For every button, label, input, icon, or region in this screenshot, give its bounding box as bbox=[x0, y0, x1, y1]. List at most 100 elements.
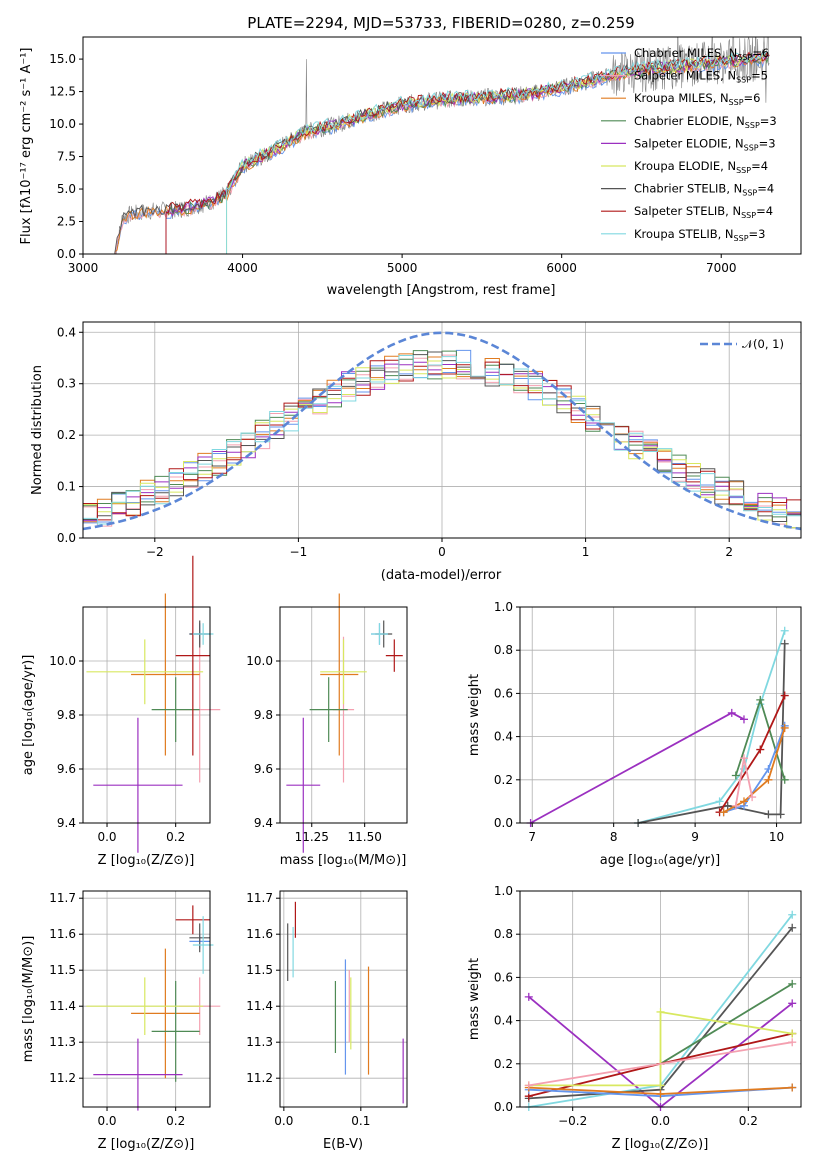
weight-marker bbox=[719, 808, 728, 817]
axes-frame bbox=[82, 321, 802, 539]
axes-frame bbox=[82, 36, 802, 255]
legend-label: Salpeter MILES, NSSP=5 bbox=[634, 69, 768, 85]
weight-marker bbox=[656, 1081, 665, 1090]
y-tick-label: 9.4 bbox=[57, 816, 76, 830]
y-tick-label: 11.3 bbox=[49, 1035, 76, 1049]
y-tick-label: 11.5 bbox=[49, 963, 76, 977]
x-tick-label: 1 bbox=[582, 545, 590, 559]
weight-marker bbox=[776, 810, 785, 819]
y-axis-label: age [log₁₀(age/yr)] bbox=[21, 655, 36, 776]
y-tick-label: 11.3 bbox=[246, 1035, 273, 1049]
weight-marker bbox=[788, 910, 797, 919]
legend-label: Kroupa STELIB, NSSP=3 bbox=[634, 227, 765, 243]
y-tick-label: 9.8 bbox=[254, 708, 273, 722]
y-tick-label: 11.2 bbox=[49, 1071, 76, 1085]
age-vs-mass-axes bbox=[276, 607, 407, 827]
y-tick-label: 0.6 bbox=[494, 686, 513, 700]
x-axis-label: wavelength [Angstrom, rest frame] bbox=[327, 283, 556, 298]
x-tick-label: 0 bbox=[438, 545, 446, 559]
weight-line bbox=[660, 983, 793, 1065]
y-tick-label: 0.2 bbox=[57, 428, 76, 442]
y-tick-label: 10.0 bbox=[49, 117, 76, 131]
y-tick-label: 1.0 bbox=[494, 884, 513, 898]
x-tick-label: 0.0 bbox=[274, 1114, 293, 1128]
y-tick-label: 10.0 bbox=[246, 654, 273, 668]
model-spectrum-5 bbox=[226, 54, 768, 254]
legend-label: Chabrier STELIB, NSSP=4 bbox=[634, 182, 774, 198]
weight-marker bbox=[524, 992, 533, 1001]
spectrum-axes bbox=[79, 58, 722, 258]
y-tick-label: 15.0 bbox=[49, 52, 76, 66]
residual-histogram-8 bbox=[83, 355, 801, 525]
y-axis-label: Normed distribution bbox=[30, 365, 45, 495]
x-tick-label: 10 bbox=[769, 830, 784, 844]
x-axis-label: Z [log₁₀(Z/Z⊙)] bbox=[612, 1137, 709, 1152]
weight-marker bbox=[780, 639, 789, 648]
x-tick-label: 11.25 bbox=[295, 830, 329, 844]
weight-marker bbox=[731, 771, 740, 780]
legend-label-main: Kroupa STELIB, N bbox=[634, 227, 734, 241]
weight-marker bbox=[780, 626, 789, 635]
x-axis-label: (data-model)/error bbox=[381, 568, 502, 583]
legend-label-tail: =5 bbox=[751, 69, 768, 83]
legend-label-tail: =4 bbox=[756, 204, 773, 218]
weight-line bbox=[637, 643, 786, 824]
y-tick-label: 5.0 bbox=[57, 182, 76, 196]
x-tick-label: 7000 bbox=[706, 261, 737, 275]
y-tick-label: 11.2 bbox=[246, 1071, 273, 1085]
weight-marker bbox=[788, 1029, 797, 1038]
mass-vs-ebv-axes bbox=[276, 891, 407, 1111]
y-tick-label: 0.4 bbox=[494, 730, 513, 744]
weight-marker bbox=[788, 999, 797, 1008]
weight-marker bbox=[780, 723, 789, 732]
weight-vs-age-axes bbox=[516, 606, 801, 827]
weight-marker bbox=[715, 797, 724, 806]
y-tick-label: 1.0 bbox=[494, 600, 513, 614]
weight-marker bbox=[727, 708, 736, 717]
legend-label-tail: =4 bbox=[751, 159, 768, 173]
y-axis-label: mass weight bbox=[467, 674, 482, 756]
legend-label: Salpeter STELIB, NSSP=4 bbox=[634, 204, 773, 220]
model-spectrum-7 bbox=[165, 51, 770, 254]
weight-marker bbox=[764, 775, 773, 784]
y-tick-label: 0.4 bbox=[57, 325, 76, 339]
legend-label-main: Salpeter ELODIE, N bbox=[634, 136, 744, 150]
axes-frame bbox=[82, 606, 211, 824]
y-tick-label: 0.0 bbox=[494, 816, 513, 830]
weight-line bbox=[723, 727, 786, 813]
axes-frame bbox=[519, 890, 802, 1108]
y-tick-label: 0.2 bbox=[494, 1057, 513, 1071]
legend-label-tail: =4 bbox=[757, 182, 774, 196]
model-spectrum-8 bbox=[226, 50, 768, 254]
y-tick-label: 0.2 bbox=[494, 773, 513, 787]
legend-label-tail: =6 bbox=[744, 91, 761, 105]
legend-label-tail: =3 bbox=[749, 227, 766, 241]
weight-marker bbox=[656, 1090, 665, 1099]
x-tick-label: 0.2 bbox=[166, 830, 185, 844]
residual-histogram-7 bbox=[83, 359, 801, 521]
x-tick-label: 5000 bbox=[387, 261, 418, 275]
legend-label: Salpeter ELODIE, NSSP=3 bbox=[634, 136, 776, 152]
y-tick-label: 0.0 bbox=[57, 247, 76, 261]
y-tick-label: 0.6 bbox=[494, 970, 513, 984]
y-tick-label: 9.6 bbox=[57, 762, 76, 776]
x-tick-label: −2 bbox=[146, 545, 164, 559]
x-tick-label: 0.2 bbox=[166, 1114, 185, 1128]
x-tick-label: 0.2 bbox=[739, 1114, 758, 1128]
legend-label-tail: =6 bbox=[752, 46, 769, 60]
legend-label-main: Chabrier STELIB, N bbox=[634, 182, 742, 196]
x-axis-label: Z [log₁₀(Z/Z⊙)] bbox=[98, 1137, 195, 1152]
y-tick-label: 0.1 bbox=[57, 480, 76, 494]
legend-label-main: Salpeter STELIB, N bbox=[634, 204, 741, 218]
weight-marker bbox=[780, 691, 789, 700]
y-tick-label: 12.5 bbox=[49, 85, 76, 99]
legend-label-main: Salpeter MILES, N bbox=[634, 69, 736, 83]
weight-marker bbox=[788, 923, 797, 932]
weight-marker bbox=[524, 1081, 533, 1090]
legend-label-sub: SSP bbox=[737, 53, 752, 62]
x-tick-label: 7 bbox=[528, 830, 536, 844]
legend-label-main: Kroupa ELODIE, N bbox=[634, 159, 736, 173]
y-tick-label: 11.5 bbox=[246, 963, 273, 977]
x-tick-label: 0.0 bbox=[651, 1114, 670, 1128]
